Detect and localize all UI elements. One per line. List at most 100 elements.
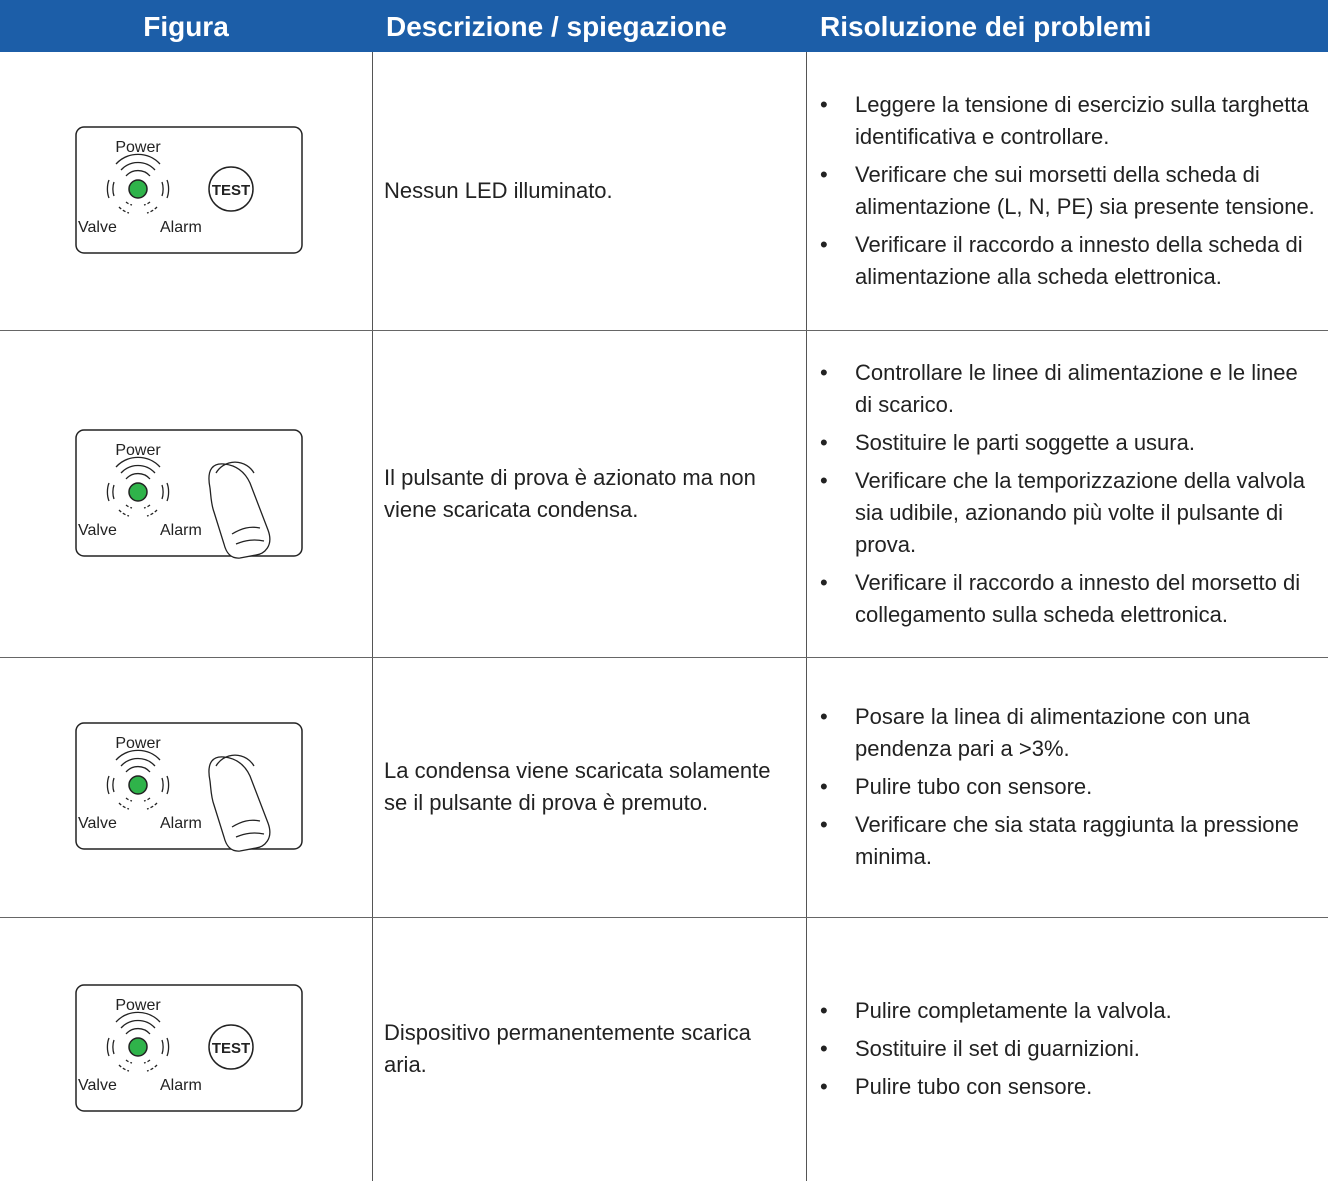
remedy-item: Verificare che la temporizzazione della …	[806, 465, 1318, 561]
panel-graphic	[118, 802, 130, 810]
remedy-item: Sostituire le parti soggette a usura.	[806, 427, 1318, 459]
panel-graphic	[112, 1039, 115, 1055]
panel-graphic	[125, 797, 133, 802]
panel-graphic	[118, 206, 130, 214]
panel-label: TEST	[212, 182, 250, 199]
panel-label: Alarm	[160, 1077, 202, 1094]
description-cell: Nessun LED illuminato.	[372, 52, 806, 330]
figure-cell: Power Valve Alarm TEST	[0, 52, 372, 330]
panel-graphic	[166, 179, 170, 199]
remedy-list: Leggere la tensione di esercizio sulla t…	[806, 83, 1318, 299]
panel-graphic	[120, 464, 156, 473]
panel-graphic	[146, 1064, 158, 1072]
description-cell: Il pulsante di prova è azionato ma non v…	[372, 330, 806, 657]
panel-graphic	[125, 503, 133, 509]
panel-graphic	[112, 181, 115, 197]
device-panel: Power Valve Alarm TEST	[75, 126, 303, 254]
remedy-item: Pulire tubo con sensore.	[806, 1071, 1172, 1103]
panel-graphic	[118, 509, 130, 517]
panel-label: Power	[115, 139, 161, 156]
remedy-list: Controllare le linee di alimentazione e …	[806, 351, 1318, 637]
remedy-item: Posare la linea di alimentazione con una…	[806, 701, 1318, 765]
panel-graphic	[125, 472, 151, 479]
panel-graphic	[120, 1019, 156, 1029]
panel-graphic	[125, 201, 133, 206]
panel-graphic	[75, 984, 303, 1112]
row-border	[0, 657, 1328, 658]
device-panel: Power Valve Alarm	[75, 428, 303, 559]
panel-graphic	[146, 802, 158, 810]
panel-graphic	[143, 1059, 151, 1064]
remedy-item: Verificare che sui morsetti della scheda…	[806, 159, 1318, 223]
panel-graphic	[143, 503, 151, 509]
panel-graphic	[112, 484, 115, 499]
panel-label: Valve	[78, 815, 117, 832]
panel-graphic	[143, 797, 151, 802]
panel-label: Alarm	[160, 815, 202, 832]
panel-graphic	[106, 749, 170, 810]
panel-graphic	[106, 153, 170, 214]
panel-graphic	[115, 749, 161, 761]
remedy-item: Sostituire il set di guarnizioni.	[806, 1033, 1172, 1065]
description-cell: Dispositivo permanentemente scarica aria…	[372, 917, 806, 1181]
test-button	[208, 1024, 254, 1070]
device-panel: Power Valve Alarm	[75, 722, 303, 852]
panel-graphic	[75, 126, 303, 254]
remedy-list: Posare la linea di alimentazione con una…	[806, 695, 1318, 879]
remedy-cell: Controllare le linee di alimentazione e …	[806, 330, 1328, 657]
remedy-list: Pulire completamente la valvola. Sostitui…	[806, 989, 1172, 1109]
panel-graphic	[128, 1037, 148, 1057]
panel-graphic	[112, 777, 115, 793]
remedy-item: Verificare che sia stata raggiunta la pr…	[806, 809, 1318, 873]
device-panel: Power Valve Alarm TEST	[75, 984, 303, 1112]
panel-label: Power	[115, 735, 161, 752]
panel-graphic	[115, 1011, 161, 1023]
finger-icon	[208, 754, 271, 852]
panel-label: Valve	[78, 522, 117, 539]
panel-label: TEST	[212, 1040, 250, 1057]
remedy-item: Controllare le linee di alimentazione e …	[806, 357, 1318, 421]
column-border	[372, 52, 373, 1181]
panel-graphic	[128, 775, 148, 795]
figure-cell: Power Valve Alarm	[0, 657, 372, 917]
panel-graphic	[128, 179, 148, 199]
panel-label: Valve	[78, 219, 117, 236]
remedy-item: Leggere la tensione di esercizio sulla t…	[806, 89, 1318, 153]
panel-graphic	[146, 509, 158, 517]
panel-graphic	[166, 482, 170, 501]
description: La condensa viene scaricata solamente se…	[384, 758, 771, 815]
panel-graphic	[75, 722, 303, 850]
panel-graphic	[161, 1039, 164, 1055]
panel-graphic	[120, 161, 156, 171]
panel-graphic	[125, 1059, 133, 1064]
panel-label: Valve	[78, 1077, 117, 1094]
panel-graphic	[143, 201, 151, 206]
header-cell: Descrizione / spiegazione	[386, 11, 727, 42]
panel-graphic	[106, 482, 110, 501]
header-row: Figura Descrizione / spiegazione Risoluzio…	[0, 0, 1328, 52]
panel-graphic	[146, 206, 158, 214]
panel-graphic	[161, 181, 164, 197]
panel-graphic	[125, 170, 151, 177]
remedy-cell: Pulire completamente la valvola. Sostitui…	[806, 917, 1328, 1181]
figure-cell: Power Valve Alarm TEST	[0, 917, 372, 1181]
panel-graphic	[118, 1064, 130, 1072]
description: Nessun LED illuminato.	[384, 178, 613, 203]
row-border	[0, 330, 1328, 331]
remedy-item: Pulire completamente la valvola.	[806, 995, 1172, 1027]
description: Il pulsante di prova è azionato ma non v…	[384, 464, 756, 522]
panel-graphic	[166, 775, 170, 795]
panel-label: Power	[115, 442, 161, 459]
panel-graphic	[106, 179, 110, 199]
remedy-item: Verificare il raccordo a innesto del mor…	[806, 567, 1318, 631]
panel-graphic	[166, 1037, 170, 1057]
row-border	[0, 917, 1328, 918]
panel-graphic	[125, 766, 151, 773]
panel-graphic	[106, 775, 110, 795]
description: Dispositivo permanentemente scarica aria…	[384, 1020, 751, 1077]
header-cell: Figura	[143, 11, 229, 42]
remedy-item: Pulire tubo con sensore.	[806, 771, 1318, 803]
panel-graphic	[161, 777, 164, 793]
panel-graphic	[75, 428, 303, 557]
